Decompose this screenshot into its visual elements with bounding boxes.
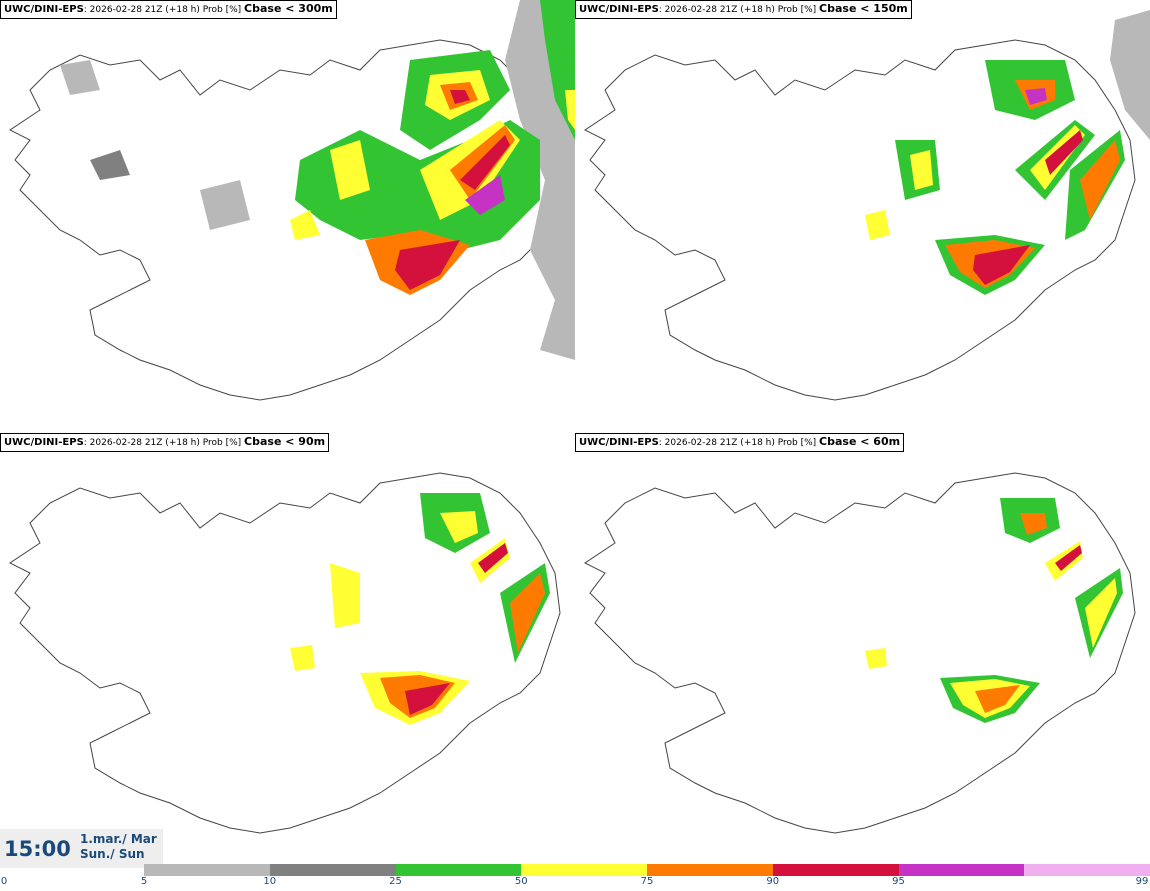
colorbar-segment [144, 864, 270, 876]
probability-map [584, 10, 1150, 401]
colorbar-tick-label: 5 [140, 876, 148, 887]
colorbar-tick-label: 99 [1135, 876, 1149, 887]
valid-day: Sun./ Sun [80, 847, 145, 861]
probability-map [9, 0, 575, 401]
probability-map [584, 472, 1136, 834]
valid-date: 1.mar./ Mar [80, 832, 157, 846]
panel-title: UWC/DINI-EPS: 2026-02-28 21Z (+18 h) Pro… [0, 0, 337, 19]
colorbar-tick-label: 25 [389, 876, 402, 887]
colorbar-segment [395, 864, 522, 876]
map-panel-cbase-150: UWC/DINI-EPS: 2026-02-28 21Z (+18 h) Pro… [575, 0, 1150, 430]
map-panel-cbase-90: UWC/DINI-EPS: 2026-02-28 21Z (+18 h) Pro… [0, 433, 575, 863]
colorbar-segment [269, 864, 396, 876]
colorbar-tick-label: 75 [640, 876, 654, 887]
probability-map [9, 472, 561, 834]
valid-time: 15:00 [4, 837, 71, 861]
map-panel-cbase-60: UWC/DINI-EPS: 2026-02-28 21Z (+18 h) Pro… [575, 433, 1150, 863]
colorbar-segment [898, 864, 1025, 876]
colorbar-segment [521, 864, 647, 876]
panel-title: UWC/DINI-EPS: 2026-02-28 21Z (+18 h) Pro… [575, 433, 905, 452]
colorbar-tick-label: 10 [263, 876, 277, 887]
coastline [584, 472, 1136, 834]
valid-time-box: 15:00 1.mar./ Mar Sun./ Sun [0, 829, 163, 868]
colorbar-segment [647, 864, 773, 876]
colorbar-tick-label: 0 [0, 876, 8, 887]
panel-title: UWC/DINI-EPS: 2026-02-28 21Z (+18 h) Pro… [0, 433, 330, 452]
colorbar-ticks: 0 5 10 25 50 75 90 95 99 [0, 876, 1150, 891]
coastline [584, 39, 1136, 401]
colorbar-segment [1024, 864, 1150, 876]
colorbar-segment [772, 864, 899, 876]
coastline [9, 472, 561, 834]
colorbar-tick-label: 50 [514, 876, 528, 887]
panel-title: UWC/DINI-EPS: 2026-02-28 21Z (+18 h) Pro… [575, 0, 912, 19]
colorbar-tick-label: 90 [766, 876, 780, 887]
map-panel-cbase-300: UWC/DINI-EPS: 2026-02-28 21Z (+18 h) Pro… [0, 0, 575, 430]
colorbar [144, 864, 1150, 876]
colorbar-tick-label: 95 [892, 876, 905, 887]
